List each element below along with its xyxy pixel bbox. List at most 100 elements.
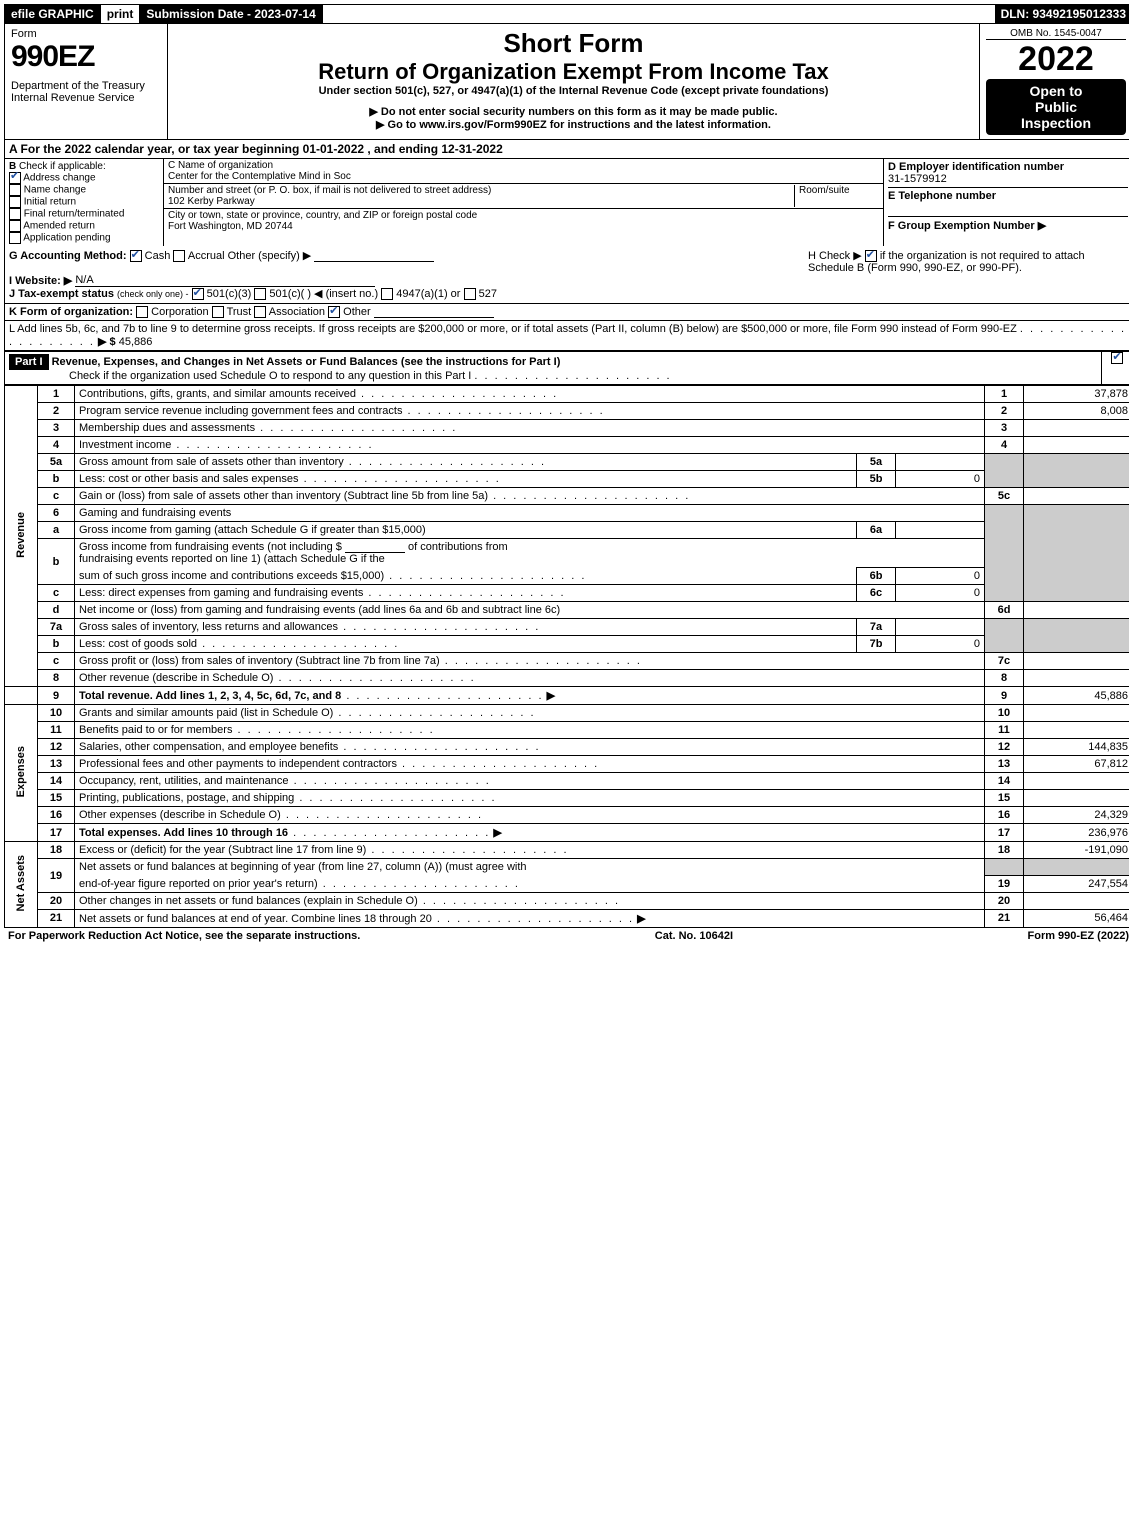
dln-label: DLN: 93492195012333: [995, 5, 1129, 23]
goto-link[interactable]: ▶ Go to www.irs.gov/Form990EZ for instru…: [174, 118, 973, 131]
table-row: 6 Gaming and fundraising events: [5, 505, 1129, 522]
table-row: c Less: direct expenses from gaming and …: [5, 585, 1129, 602]
other-org-input[interactable]: [374, 317, 494, 318]
checkbox-final-return[interactable]: [9, 208, 21, 220]
line-18-value: -191,090: [1024, 842, 1129, 859]
top-bar: efile GRAPHIC print Submission Date - 20…: [4, 4, 1129, 24]
table-row: c Gross profit or (loss) from sales of i…: [5, 653, 1129, 670]
line-7b-value: 0: [896, 636, 985, 653]
table-row: Revenue 1 Contributions, gifts, grants, …: [5, 386, 1129, 403]
checkbox-501c3[interactable]: [192, 288, 204, 300]
ssn-note: ▶ Do not enter social security numbers o…: [174, 105, 973, 118]
checkbox-initial-return[interactable]: [9, 196, 21, 208]
line-5b-value: 0: [896, 471, 985, 488]
table-row: 17 Total expenses. Add lines 10 through …: [5, 824, 1129, 842]
section-k: K Form of organization: Corporation Trus…: [4, 304, 1129, 321]
checkbox-association[interactable]: [254, 306, 266, 318]
table-row: 14 Occupancy, rent, utilities, and maint…: [5, 773, 1129, 790]
line-16-value: 24,329: [1024, 807, 1129, 824]
section-h: H Check ▶ if the organization is not req…: [808, 249, 1128, 300]
other-specify-input[interactable]: [314, 261, 434, 262]
part-1-badge: Part I: [9, 354, 49, 370]
efile-badge: efile GRAPHIC: [5, 5, 101, 23]
section-l: L Add lines 5b, 6c, and 7b to line 9 to …: [4, 321, 1129, 351]
line-2-value: 8,008: [1024, 403, 1129, 420]
expenses-sidebar: Expenses: [15, 746, 27, 797]
checkbox-amended-return[interactable]: [9, 220, 21, 232]
table-row: Net Assets 18 Excess or (deficit) for th…: [5, 842, 1129, 859]
website-label: I Website: ▶: [9, 275, 72, 287]
short-form-title: Short Form: [174, 28, 973, 59]
table-row: 20 Other changes in net assets or fund b…: [5, 892, 1129, 909]
table-row: 21 Net assets or fund balances at end of…: [5, 909, 1129, 927]
ein-label: D Employer identification number: [888, 161, 1064, 173]
checkbox-accrual[interactable]: [173, 250, 185, 262]
accounting-method-label: G Accounting Method:: [9, 250, 127, 262]
part-1-table: Revenue 1 Contributions, gifts, grants, …: [4, 385, 1129, 928]
table-row: d Net income or (loss) from gaming and f…: [5, 602, 1129, 619]
open-public-badge: Open to Public Inspection: [986, 79, 1126, 135]
checkbox-name-change[interactable]: [9, 184, 21, 196]
table-row: 11 Benefits paid to or for members 11: [5, 722, 1129, 739]
ein-value: 31-1579912: [888, 173, 947, 185]
omb-number: OMB No. 1545-0047: [986, 28, 1126, 40]
return-title: Return of Organization Exempt From Incom…: [174, 59, 973, 85]
section-bcde: B Check if applicable: Address change Na…: [4, 159, 1129, 246]
room-label: Room/suite: [794, 185, 879, 207]
checkbox-schedule-b[interactable]: [865, 250, 877, 262]
table-row: 13 Professional fees and other payments …: [5, 756, 1129, 773]
table-row: b Gross income from fundraising events (…: [5, 539, 1129, 568]
under-section: Under section 501(c), 527, or 4947(a)(1)…: [174, 85, 973, 97]
table-row: 15 Printing, publications, postage, and …: [5, 790, 1129, 807]
table-row: end-of-year figure reported on prior yea…: [5, 875, 1129, 892]
table-row: a Gross income from gaming (attach Sched…: [5, 522, 1129, 539]
submission-date: Submission Date - 2023-07-14: [140, 5, 322, 23]
table-row: 2 Program service revenue including gove…: [5, 403, 1129, 420]
table-row: 9 Total revenue. Add lines 1, 2, 3, 4, 5…: [5, 687, 1129, 705]
group-exemption-label: F Group Exemption Number ▶: [888, 220, 1046, 232]
cat-no: Cat. No. 10642I: [655, 930, 733, 942]
line-13-value: 67,812: [1024, 756, 1129, 773]
checkbox-address-change[interactable]: [9, 172, 21, 184]
dept-treasury: Department of the Treasury: [11, 80, 161, 92]
line-17-value: 236,976: [1024, 824, 1129, 842]
checkbox-application-pending[interactable]: [9, 232, 21, 244]
checkbox-501c[interactable]: [254, 288, 266, 300]
website-value: N/A: [75, 274, 375, 287]
city-value: Fort Washington, MD 20744: [168, 221, 293, 232]
table-row: b Less: cost of goods sold 7b 0: [5, 636, 1129, 653]
city-label: City or town, state or province, country…: [168, 210, 477, 221]
table-row: Expenses 10 Grants and similar amounts p…: [5, 705, 1129, 722]
telephone-label: E Telephone number: [888, 190, 996, 202]
org-name-label: C Name of organization: [168, 160, 273, 171]
checkbox-4947[interactable]: [381, 288, 393, 300]
checkbox-527[interactable]: [464, 288, 476, 300]
checkbox-cash[interactable]: [130, 250, 142, 262]
section-def: D Employer identification number 31-1579…: [883, 159, 1129, 246]
line-21-value: 56,464: [1024, 909, 1129, 927]
table-row: 19 Net assets or fund balances at beginn…: [5, 859, 1129, 876]
print-label[interactable]: print: [101, 5, 141, 23]
section-a: A For the 2022 calendar year, or tax yea…: [4, 140, 1129, 159]
section-b: B Check if applicable: Address change Na…: [5, 159, 164, 246]
org-name: Center for the Contemplative Mind in Soc: [168, 171, 351, 182]
table-row: 4 Investment income 4: [5, 437, 1129, 454]
line-6c-value: 0: [896, 585, 985, 602]
line-12-value: 144,835: [1024, 739, 1129, 756]
line-1-value: 37,878: [1024, 386, 1129, 403]
table-row: 8 Other revenue (describe in Schedule O)…: [5, 670, 1129, 687]
line-9-value: 45,886: [1024, 687, 1129, 705]
table-row: 3 Membership dues and assessments 3: [5, 420, 1129, 437]
checkbox-corporation[interactable]: [136, 306, 148, 318]
page-footer: For Paperwork Reduction Act Notice, see …: [4, 928, 1129, 944]
table-row: 12 Salaries, other compensation, and emp…: [5, 739, 1129, 756]
table-row: 5a Gross amount from sale of assets othe…: [5, 454, 1129, 471]
irs-label: Internal Revenue Service: [11, 92, 161, 104]
checkbox-trust[interactable]: [212, 306, 224, 318]
table-row: 7a Gross sales of inventory, less return…: [5, 619, 1129, 636]
table-row: c Gain or (loss) from sale of assets oth…: [5, 488, 1129, 505]
checkbox-other-org[interactable]: [328, 306, 340, 318]
tax-exempt-label: J Tax-exempt status: [9, 288, 114, 300]
checkbox-schedule-o[interactable]: [1111, 352, 1123, 364]
form-number: 990EZ: [11, 40, 161, 74]
